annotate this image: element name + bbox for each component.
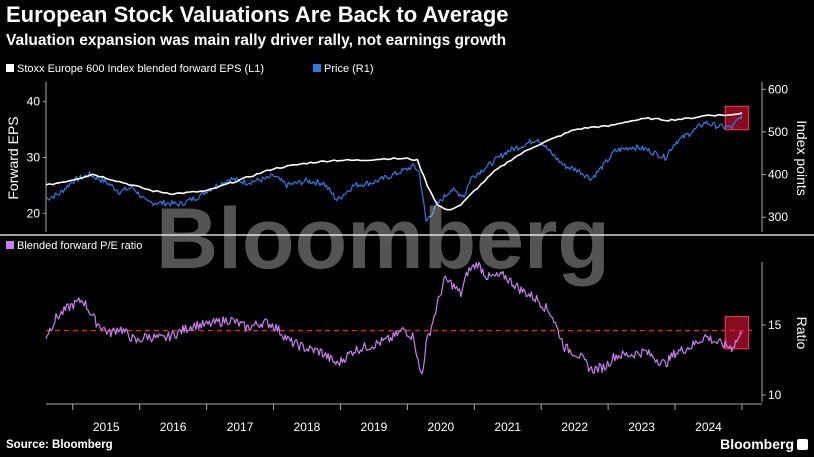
price-line: [45, 114, 743, 222]
eps-line: [45, 112, 743, 211]
y-right-tick-label: 500: [768, 125, 788, 139]
chart-subtitle: Valuation expansion was main rally drive…: [6, 32, 507, 49]
x-tick-label: 2018: [294, 420, 321, 434]
bottom-legend: Blended forward P/E ratio: [6, 240, 142, 252]
x-tick-label: 2016: [160, 420, 187, 434]
ratio-tick-label: 10: [768, 388, 782, 402]
bloomberg-logo: Bloomberg: [720, 436, 794, 452]
ratio-tick-label: 15: [768, 318, 782, 332]
watermark-text: Bloomberg: [156, 191, 610, 287]
recent-highlight-top: [724, 105, 750, 131]
bottom-right-axis-title: Ratio: [794, 317, 810, 350]
y-left-tick-label: 40: [27, 95, 41, 109]
legend-swatch-pe: [6, 241, 14, 249]
pe-ratio-line: [45, 261, 743, 375]
x-tick-label: 2017: [227, 420, 254, 434]
legend-label-pe: Blended forward P/E ratio: [17, 240, 142, 252]
x-tick-label: 2020: [427, 420, 454, 434]
x-tick-label: 2015: [93, 420, 120, 434]
y-right-tick-label: 300: [768, 210, 788, 224]
y-right-tick-label: 400: [768, 168, 788, 182]
bloomberg-logo-icon: [797, 439, 808, 450]
source-note: Source: Bloomberg: [6, 439, 113, 451]
y-left-tick-label: 30: [27, 151, 41, 165]
recent-highlight-bottom: [724, 316, 750, 350]
top-left-axis-title: Forward EPS: [5, 116, 21, 199]
legend-label-eps: Stoxx Europe 600 Index blended forward E…: [17, 63, 264, 75]
x-tick-label: 2022: [561, 420, 588, 434]
top-legend: Stoxx Europe 600 Index blended forward E…: [6, 63, 374, 75]
y-left-tick-label: 20: [27, 206, 41, 220]
legend-label-price: Price (R1): [324, 63, 374, 75]
x-tick-label: 2023: [628, 420, 655, 434]
legend-swatch-price: [313, 64, 321, 72]
top-right-axis-title: Index points: [794, 120, 810, 196]
x-tick-label: 2021: [494, 420, 521, 434]
chart-title: European Stock Valuations Are Back to Av…: [6, 2, 509, 27]
legend-swatch-eps: [6, 64, 14, 72]
x-tick-label: 2019: [361, 420, 388, 434]
x-tick-label: 2024: [695, 420, 722, 434]
y-right-tick-label: 600: [768, 82, 788, 96]
